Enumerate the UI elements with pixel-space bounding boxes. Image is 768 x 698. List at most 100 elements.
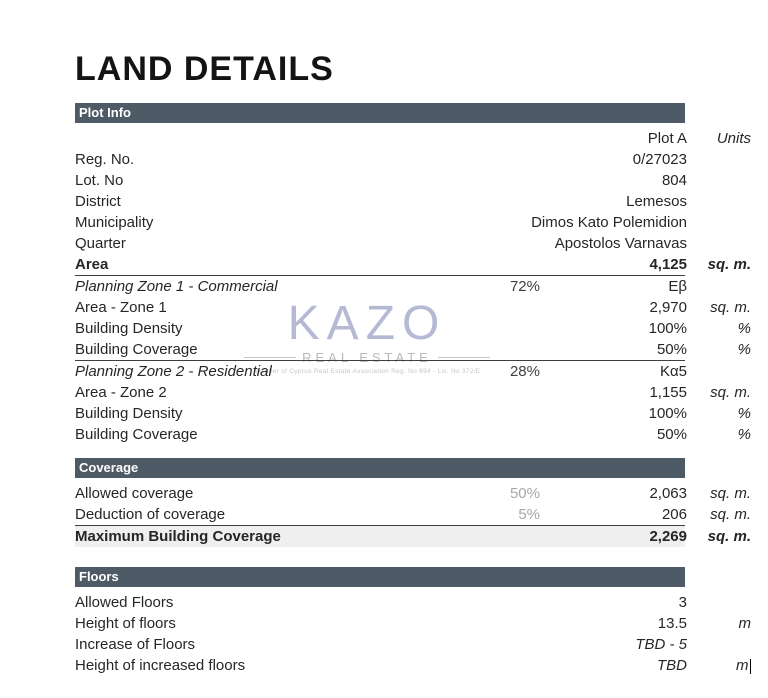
row-label: Height of increased floors xyxy=(75,657,246,674)
row-value: 206 xyxy=(661,506,687,523)
row-label: Building Coverage xyxy=(75,341,198,358)
table-row: Increase of Floors TBD - 5 xyxy=(75,634,687,655)
table-row: Maximum Building Coverage 2,269 sq. m. xyxy=(75,526,751,547)
row-units: sq. m. xyxy=(710,485,751,502)
section-floors: Floors Allowed Floors 3 Height of floors 13… xyxy=(75,567,751,676)
row-label: Area xyxy=(75,256,109,273)
row-label: District xyxy=(75,193,121,210)
row-percentage: 50% xyxy=(509,485,540,502)
row-value: 1,155 xyxy=(649,384,687,401)
table-row: Deduction of coverage 5% 206 sq. m. xyxy=(75,504,751,526)
row-value: 2,970 xyxy=(649,299,687,316)
row-units: % xyxy=(737,426,751,443)
text-cursor xyxy=(749,658,751,674)
table-row: Area - Zone 1 2,970 sq. m. xyxy=(75,297,751,318)
row-label: Building Density xyxy=(75,405,183,422)
table-row: Building Coverage 50%% xyxy=(75,339,751,361)
row-value: 100% xyxy=(648,405,687,422)
table-row: Planning Zone 2 - Residential 28% Kα5 xyxy=(75,361,687,382)
row-percentage: 72% xyxy=(509,278,540,295)
coverage-rows: Allowed coverage 50% 2,063 sq. m. Deduction … xyxy=(75,483,751,547)
watermark-dash-left xyxy=(244,357,297,358)
row-units: % xyxy=(737,320,751,337)
section-coverage: Coverage Allowed coverage 50% 2,063 sq. m. D… xyxy=(75,458,751,547)
row-percentage: 5% xyxy=(518,506,540,523)
table-row: District Lemesos xyxy=(75,191,687,212)
row-value: Dimos Kato Polemidion xyxy=(531,214,687,231)
kazo-subtitle: REAL ESTATE xyxy=(302,350,432,365)
row-units: sq. m. xyxy=(710,506,751,523)
row-value: 4,125 xyxy=(649,256,687,273)
row-value: Lemesos xyxy=(626,193,687,210)
plot-info-rows: Plot A Units Reg. No. 0/27023 Lot. No 804 Dist… xyxy=(75,128,751,445)
row-value: 50% xyxy=(656,426,687,443)
table-row: Plot A Units xyxy=(75,128,751,149)
row-label: Planning Zone 1 - Commercial xyxy=(75,278,278,295)
row-label: Area - Zone 2 xyxy=(75,384,167,401)
table-row: Municipality Dimos Kato Polemidion xyxy=(75,212,687,233)
table-row: Area - Zone 2 1,155 sq. m. xyxy=(75,382,751,403)
row-value: 0/27023 xyxy=(632,151,687,168)
floors-rows: Allowed Floors 3 Height of floors 13.5 m Incr… xyxy=(75,592,751,676)
row-units: sq. m. xyxy=(710,299,751,316)
table-row: Building Coverage 50%% xyxy=(75,424,751,445)
table-row: Allowed Floors 3 xyxy=(75,592,687,613)
row-units: sq. m. xyxy=(707,256,751,273)
row-label: Municipality xyxy=(75,214,154,231)
row-label: Reg. No. xyxy=(75,151,135,168)
row-label: Maximum Building Coverage xyxy=(75,528,281,545)
kazo-logo: KAZO xyxy=(287,297,447,350)
row-value: 2,269 xyxy=(649,528,687,545)
kazo-subtitle-row: REAL ESTATE xyxy=(232,350,502,365)
row-units: m xyxy=(687,655,760,676)
row-value: Kα5 xyxy=(659,363,687,380)
table-row: Allowed coverage 50% 2,063 sq. m. xyxy=(75,483,751,504)
row-label: Planning Zone 2 - Residential xyxy=(75,363,272,380)
row-value: Plot A xyxy=(647,130,687,147)
row-value: Eβ xyxy=(668,278,687,295)
row-value: 50% xyxy=(656,341,687,358)
table-row: Building Density 100%% xyxy=(75,403,751,424)
land-details-table: Plot Info Plot A Units Reg. No. 0/27023 Lot.… xyxy=(75,103,751,676)
row-value: TBD - 5 xyxy=(635,636,687,653)
row-units: m xyxy=(738,615,752,632)
table-row: Height of increased floors TBD m xyxy=(75,655,751,676)
table-row: Lot. No 804 xyxy=(75,170,687,191)
row-units: % xyxy=(737,341,751,358)
table-row: Planning Zone 1 - Commercial 72% Eβ xyxy=(75,276,687,297)
section-plot-info: Plot Info Plot A Units Reg. No. 0/27023 Lot.… xyxy=(75,103,751,445)
row-label: Quarter xyxy=(75,235,126,252)
row-label: Area - Zone 1 xyxy=(75,299,167,316)
row-label: Increase of Floors xyxy=(75,636,196,653)
row-label: Allowed coverage xyxy=(75,485,194,502)
section-header-floors: Floors xyxy=(75,567,685,587)
table-row: Area 4,125 sq. m. xyxy=(75,254,751,276)
row-value: 804 xyxy=(661,172,687,189)
row-label: Building Density xyxy=(75,320,183,337)
row-label: Height of floors xyxy=(75,615,176,632)
row-units: sq. m. xyxy=(710,384,751,401)
page-title: LAND DETAILS xyxy=(75,50,334,88)
row-percentage: 28% xyxy=(509,363,540,380)
table-row: Quarter Apostolos Varnavas xyxy=(75,233,687,254)
kazo-watermark: KAZO REAL ESTATE Member of Cyprus Real E… xyxy=(232,300,502,375)
row-value: Apostolos Varnavas xyxy=(554,235,687,252)
row-label: Deduction of coverage xyxy=(75,506,226,523)
row-units: sq. m. xyxy=(707,528,751,545)
section-header-coverage: Coverage xyxy=(75,458,685,478)
table-row: Building Density 100%% xyxy=(75,318,751,339)
table-row: Reg. No. 0/27023 xyxy=(75,149,687,170)
section-header-plot-info: Plot Info xyxy=(75,103,685,123)
row-value: 2,063 xyxy=(649,485,687,502)
row-label: Lot. No xyxy=(75,172,124,189)
row-units: % xyxy=(737,405,751,422)
row-units: Units xyxy=(716,130,751,147)
row-label: Building Coverage xyxy=(75,426,198,443)
kazo-fine-print: Member of Cyprus Real Estate Association… xyxy=(253,368,481,375)
table-row: Height of floors 13.5 m xyxy=(75,613,751,634)
row-label: Allowed Floors xyxy=(75,594,174,611)
watermark-dash-right xyxy=(437,357,490,358)
row-value: 3 xyxy=(678,594,687,611)
row-value: 100% xyxy=(648,320,687,337)
